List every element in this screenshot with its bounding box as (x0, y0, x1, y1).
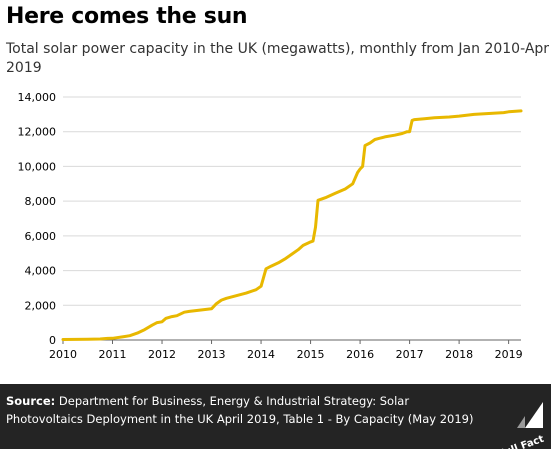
y-tick-label: 4,000 (25, 265, 57, 278)
x-tick-label: 2010 (49, 348, 77, 361)
y-tick-label: 0 (49, 334, 56, 347)
line-chart: 0 2,000 4,000 6,000 8,000 10,000 12,000 14,000 2… (18, 91, 523, 361)
x-tick-label: 2019 (495, 348, 523, 361)
y-tick-label: 6,000 (25, 230, 57, 243)
y-tick-label: 14,000 (18, 91, 57, 104)
x-tick-label: 2013 (198, 348, 226, 361)
x-tick-label: 2011 (99, 348, 127, 361)
x-tick-label: 2017 (396, 348, 424, 361)
source-label: Source: (6, 394, 56, 408)
y-tick-label: 8,000 (25, 195, 57, 208)
y-tick-label: 12,000 (18, 126, 57, 139)
source-footer: Source: Department for Business, Energy … (0, 384, 551, 460)
full-fact-logo: Full Fact (491, 398, 547, 460)
series-line (61, 109, 523, 341)
source-text: Department for Business, Energy & Indust… (6, 394, 474, 426)
x-tick-label: 2014 (247, 348, 275, 361)
chart-subtitle: Total solar power capacity in the UK (me… (6, 41, 550, 76)
axes: 0 2,000 4,000 6,000 8,000 10,000 12,000 14,000 2… (18, 91, 523, 361)
x-tick-label: 2015 (297, 348, 325, 361)
gridlines (63, 96, 521, 341)
x-tick-label: 2018 (445, 348, 473, 361)
x-tick-label: 2016 (346, 348, 374, 361)
logo-mark-icon (517, 402, 543, 428)
y-tick-label: 10,000 (18, 160, 57, 173)
y-tick-label: 2,000 (25, 299, 57, 312)
series (61, 109, 523, 341)
x-tick-label: 2012 (148, 348, 176, 361)
chart-title: Here comes the sun (6, 4, 248, 29)
source-note: Source: Department for Business, Energy … (6, 392, 476, 428)
